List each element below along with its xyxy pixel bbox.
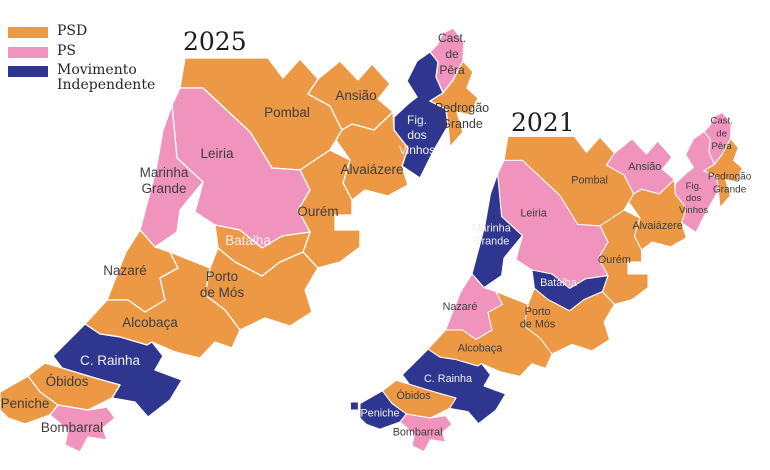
label-alvaiazere-2021: Alvaiázere <box>632 220 682 232</box>
label-porto_de_mos-2025: de Mós <box>200 285 245 300</box>
label-batalha-2025: Batalha <box>225 233 271 248</box>
label-figueiro_dos_vinhos-2025: Fig. <box>407 113 427 127</box>
label-castanheira_de_pera-2021: de <box>716 128 727 139</box>
label-marinha_grande-2021: Grande <box>473 235 509 247</box>
region-peniche-2021 <box>349 401 359 411</box>
label-caldas_da_rainha-2025: C. Rainha <box>80 353 141 368</box>
label-figueiro_dos_vinhos-2025: Vinhos <box>399 143 435 157</box>
label-castanheira_de_pera-2025: de <box>445 47 459 61</box>
map-title-2025: 2025 <box>183 27 247 56</box>
legend-swatch-psd <box>8 27 48 38</box>
label-pombal-2025: Pombal <box>264 105 310 120</box>
label-pedrogao_grande-2021: Grande <box>713 184 747 195</box>
region-pedrogao_grande-2025 <box>429 60 479 148</box>
legend-row-ps: PS <box>8 42 172 59</box>
label-castanheira_de_pera-2025: Pêra <box>439 63 465 77</box>
label-obidos-2021: Óbidos <box>396 389 431 402</box>
label-marinha_grande-2021: Marinha <box>472 223 511 235</box>
label-obidos-2025: Óbidos <box>46 374 89 389</box>
label-alcobaca-2021: Alcobaça <box>458 343 502 355</box>
label-porto_de_mos-2025: Porto <box>206 269 238 284</box>
label-nazare-2021: Nazaré <box>443 301 478 313</box>
label-caldas_da_rainha-2021: C. Rainha <box>424 373 472 385</box>
label-marinha_grande-2025: Grande <box>141 181 186 196</box>
map-2021: PombalAnsiãoCast.dePêraFig.dosVinhosPedr… <box>349 111 752 453</box>
label-ourem-2025: Ourém <box>297 204 338 219</box>
label-bombarral-2021: Bombarral <box>393 427 443 439</box>
label-batalha-2021: Batalha <box>540 277 577 289</box>
label-figueiro_dos_vinhos-2025: dos <box>407 128 426 142</box>
label-figueiro_dos_vinhos-2021: Vinhos <box>679 205 708 216</box>
label-pombal-2021: Pombal <box>571 175 608 187</box>
label-castanheira_de_pera-2025: Cast. <box>438 31 466 45</box>
label-ansiao-2021: Ansião <box>628 161 661 173</box>
label-alvaiazere-2025: Alvaiázere <box>340 162 403 177</box>
legend-label-ps: PS <box>57 42 77 59</box>
label-leiria-2021: Leiria <box>520 207 546 219</box>
label-porto_de_mos-2021: de Mós <box>520 319 556 331</box>
label-bombarral-2025: Bombarral <box>41 420 103 435</box>
label-pedrogao_grande-2021: Pedrogão <box>708 172 752 183</box>
label-peniche-2021: Peniche <box>360 407 399 419</box>
label-castanheira_de_pera-2021: Pêra <box>711 141 732 152</box>
label-nazare-2025: Nazaré <box>103 263 147 278</box>
label-ansiao-2025: Ansião <box>335 88 376 103</box>
map-title-2021: 2021 <box>511 108 575 137</box>
legend-swatch-ps <box>8 46 48 58</box>
legend-row-psd: PSD <box>8 23 172 39</box>
label-ourem-2021: Ourém <box>598 254 631 266</box>
legend-row-mi: Movimento Independente <box>8 62 172 94</box>
label-leiria-2025: Leiria <box>200 146 234 161</box>
legend-swatch-mi <box>8 66 48 78</box>
label-figueiro_dos_vinhos-2021: Fig. <box>686 181 702 192</box>
label-pedrogao_grande-2025: Pedrogão <box>435 101 489 115</box>
label-castanheira_de_pera-2021: Cast. <box>710 116 732 127</box>
region-bombarral-2025 <box>49 404 116 453</box>
label-figueiro_dos_vinhos-2021: dos <box>686 193 702 204</box>
label-marinha_grande-2025: Marinha <box>140 165 189 180</box>
label-pedrogao_grande-2025: Grande <box>441 117 483 131</box>
legend-label-psd: PSD <box>57 23 88 39</box>
legend: PSD PS Movimento Independente <box>8 23 172 101</box>
label-peniche-2025: Peniche <box>1 396 50 411</box>
region-bombarral-2021 <box>399 413 453 453</box>
legend-label-mi: Movimento Independente <box>57 62 156 94</box>
label-alcobaca-2025: Alcobaça <box>122 315 178 330</box>
label-porto_de_mos-2021: Porto <box>525 306 551 318</box>
region-pedrogao_grande-2021 <box>703 138 743 209</box>
